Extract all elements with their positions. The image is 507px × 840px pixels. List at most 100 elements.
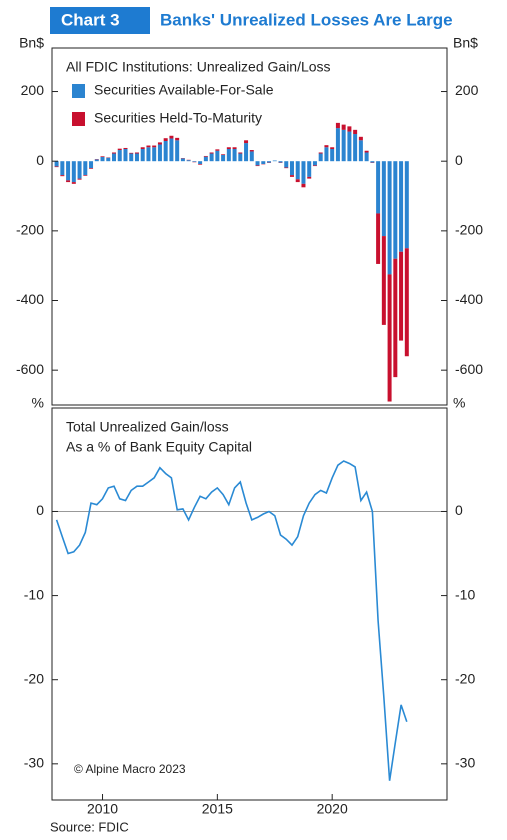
bar [83,175,88,176]
bar [100,157,105,162]
bar [152,147,157,162]
plot-frame [51,47,448,406]
bar [244,140,249,144]
bar [100,156,105,158]
bar [140,149,145,162]
y-tick-label: -10 [24,586,44,602]
bar [249,151,254,162]
bar [215,150,220,162]
bar [123,147,128,150]
header-label: Chart 3 [61,10,120,29]
y-unit: % [32,395,44,411]
bar [221,154,226,155]
bar [244,143,249,162]
bar [249,150,254,152]
panel-title: Total Unrealized Gain/loss [66,419,229,435]
bar [175,140,180,162]
bar [312,161,317,166]
y-tick-label: 0 [455,502,463,518]
bar [123,149,128,162]
bar [381,161,386,237]
bar [272,160,277,162]
bar [404,161,409,249]
legend-swatch [72,84,85,98]
bar [192,161,197,162]
bar [376,213,381,264]
legend-label: Securities Available-For-Sale [94,82,274,98]
bar [221,154,226,162]
bar [66,161,71,181]
bar [267,161,272,163]
bar [353,134,358,162]
bar [203,156,208,162]
y-tick-label: -200 [16,222,44,238]
bar [106,157,111,162]
y-tick-label: 0 [36,152,44,168]
y-tick-label: -400 [16,291,44,307]
bar [324,147,329,162]
bar [60,175,65,177]
bar [157,142,162,145]
bar [358,140,363,162]
y-tick-label: -600 [455,361,483,377]
bar [284,167,289,169]
bar [203,155,208,157]
bar [312,165,317,167]
bar [157,144,162,162]
bar [60,161,65,176]
bar [330,147,335,150]
bar [175,137,180,141]
bar [330,149,335,162]
source: Source: FDIC [50,819,129,834]
bar [89,168,94,169]
bar [71,161,76,183]
bar [364,152,369,162]
bar [238,153,243,162]
bar [198,161,203,164]
bar [71,182,76,184]
bar [387,161,392,275]
bar [341,124,346,130]
bar [152,145,157,148]
annotation: © Alpine Macro 2023 [74,762,186,776]
y-unit: Bn$ [19,35,44,51]
y-unit: % [453,395,465,411]
bar [146,145,151,148]
bar [209,152,214,154]
bar [163,140,168,162]
bar [404,248,409,357]
bar [284,161,289,168]
bar [94,159,99,162]
bar [232,149,237,162]
y-tick-label: 0 [36,502,44,518]
plot-frame [51,407,448,801]
bar [393,161,398,259]
bar [295,161,300,180]
y-tick-label: -30 [24,755,44,771]
bar [318,152,323,154]
bar [226,149,231,162]
y-tick-label: 200 [455,82,479,98]
bar [358,136,363,141]
x-tick-label: 2020 [317,801,348,817]
bar [209,153,214,162]
bar [347,126,352,132]
y-tick-label: 0 [455,152,463,168]
bar [129,152,134,154]
bar [169,138,174,162]
bar [215,149,220,151]
panel-title: As a % of Bank Equity Capital [66,439,252,455]
bar [169,135,174,139]
bar [370,161,375,163]
bar [146,147,151,162]
bar [180,158,185,162]
bar [364,150,369,153]
bar [255,161,260,166]
bar [112,152,117,154]
bar [335,122,340,129]
bar [295,179,300,183]
bar [89,161,94,169]
bar [399,161,404,252]
bar [54,161,59,167]
